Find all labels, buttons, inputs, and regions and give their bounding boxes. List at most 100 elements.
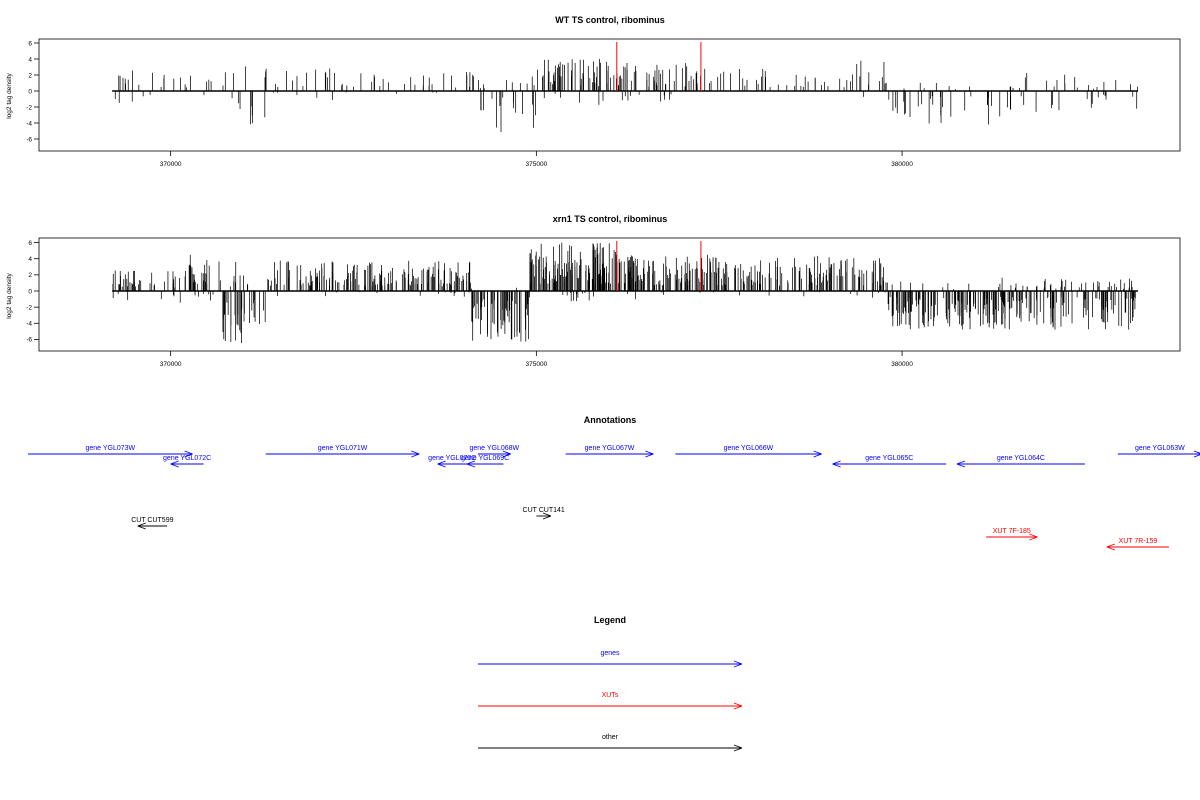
- legend-items: genes XUTs other: [478, 650, 743, 752]
- feature-gene: gene YGL069C: [461, 455, 509, 468]
- x-tick-label: 380000: [891, 161, 913, 168]
- feature-arrow-head: [733, 747, 743, 752]
- y-tick-label: 2: [28, 272, 32, 279]
- wt-density-panel: WT TS control, ribominus log2 tag densit…: [6, 15, 1181, 168]
- y-tick-label: 0: [28, 88, 32, 95]
- annotations-title: Annotations: [584, 415, 637, 425]
- feature-arrow-head: [1106, 546, 1116, 551]
- feature-label: gene YGL072C: [163, 455, 211, 462]
- feature-label: XUT 7F-185: [993, 528, 1031, 535]
- legend-label: other: [602, 734, 619, 741]
- xrn1-bars: [112, 242, 1138, 344]
- y-tick-label: 6: [28, 40, 32, 47]
- feature-arrow-head: [437, 463, 446, 468]
- feature-arrow-head: [645, 450, 654, 455]
- feature-arrow-head: [466, 463, 476, 468]
- feature-arrow-head: [832, 463, 841, 468]
- feature-gene: gene YGL067W: [565, 445, 654, 458]
- feature-label: gene YGL066W: [724, 445, 774, 452]
- feature-arrow-head: [733, 705, 743, 710]
- xrn1-y-axis: 6 4 2 0 -2 -4 -6: [26, 240, 39, 344]
- wt-red-markers: [616, 42, 702, 91]
- wt-x-axis: 370000 375000 380000: [160, 151, 913, 168]
- feature-label: gene YGL067W: [585, 445, 635, 452]
- feature-gene: gene YGL064C: [956, 455, 1085, 468]
- legend: Legend genes XUTs other: [478, 615, 743, 752]
- feature-label: gene YGL063W: [1135, 445, 1185, 452]
- feature-xut: XUT 7R-159: [1106, 538, 1170, 551]
- xrn1-panel-title: xrn1 TS control, ribominus: [553, 214, 668, 224]
- legend-item: genes: [478, 650, 743, 668]
- feature-arrow-head: [813, 453, 822, 458]
- feature-arrow-head: [411, 453, 420, 458]
- feature-other: CUT CUT141: [523, 507, 565, 520]
- feature-xut: XUT 7F-185: [986, 528, 1038, 541]
- feature-label: gene YGL071W: [318, 445, 368, 452]
- xrn1-plot-frame: [38, 237, 1181, 352]
- legend-label: genes: [600, 650, 620, 657]
- feature-arrows: gene YGL073W gene YGL072C gene YGL071W gene…: [28, 445, 1200, 551]
- x-tick-label: 370000: [160, 161, 182, 168]
- feature-label: CUT CUT599: [131, 517, 173, 524]
- feature-arrow-head: [502, 450, 511, 455]
- feature-arrow-head: [466, 460, 476, 465]
- wt-y-axis: 6 4 2 0 -2 -4 -6: [26, 40, 39, 143]
- y-tick-label: -2: [26, 104, 32, 111]
- feature-arrow-head: [411, 450, 420, 455]
- y-tick-label: 4: [28, 256, 32, 263]
- feature-arrow-head: [184, 450, 193, 455]
- feature-arrow-head: [956, 463, 966, 468]
- feature-label: gene YGL070C: [428, 455, 476, 462]
- feature-gene: gene YGL070C: [428, 455, 476, 468]
- feature-arrow-head: [170, 463, 179, 468]
- legend-label: XUTs: [602, 692, 619, 699]
- y-tick-label: -2: [26, 304, 32, 311]
- feature-label: gene YGL068W: [469, 445, 519, 452]
- feature-arrow-head: [1193, 450, 1200, 454]
- wt-bars: [112, 59, 1138, 132]
- feature-arrow-head: [733, 702, 743, 707]
- xrn1-density-panel: xrn1 TS control, ribominus log2 tag dens…: [6, 214, 1181, 368]
- x-tick-label: 375000: [526, 361, 548, 368]
- feature-arrow-head: [1029, 533, 1038, 538]
- wt-y-axis-label: log2 tag density: [6, 72, 13, 118]
- xrn1-y-axis-label: log2 tag density: [6, 272, 13, 318]
- feature-arrow-head: [956, 460, 966, 465]
- feature-arrow-head: [542, 512, 552, 517]
- feature-gene: gene YGL068W: [469, 445, 520, 458]
- feature-gene: gene YGL066W: [675, 445, 822, 458]
- x-tick-label: 375000: [526, 161, 548, 168]
- feature-arrow-head: [832, 460, 841, 465]
- feature-arrow-head: [1029, 536, 1038, 541]
- legend-title: Legend: [594, 615, 626, 625]
- feature-arrow-head: [645, 453, 654, 458]
- feature-label: gene YGL069C: [461, 455, 509, 462]
- x-tick-label: 370000: [160, 361, 182, 368]
- y-tick-label: -4: [26, 120, 32, 127]
- feature-arrow-head: [542, 515, 552, 520]
- feature-gene: gene YGL073W: [28, 445, 193, 458]
- wt-plot-frame: [38, 38, 1181, 152]
- feature-arrow-head: [170, 460, 179, 465]
- feature-gene: gene YGL065C: [832, 455, 946, 468]
- y-tick-label: 0: [28, 288, 32, 295]
- y-tick-label: -6: [26, 337, 32, 344]
- y-tick-label: -6: [26, 136, 32, 143]
- feature-arrow-head: [813, 450, 822, 455]
- feature-label: gene YGL073W: [85, 445, 135, 452]
- feature-label: gene YGL065C: [865, 455, 913, 462]
- feature-arrow-head: [1106, 543, 1116, 548]
- feature-arrow-head: [1193, 454, 1200, 458]
- y-tick-label: 6: [28, 240, 32, 247]
- y-tick-label: -4: [26, 321, 32, 328]
- feature-arrow-head: [137, 525, 146, 530]
- feature-gene: gene YGL072C: [163, 455, 211, 468]
- feature-arrow-head: [733, 663, 743, 668]
- feature-gene: gene YGL071W: [265, 445, 420, 458]
- feature-other: CUT CUT599: [131, 517, 174, 530]
- feature-label: CUT CUT141: [523, 507, 565, 514]
- feature-arrow-head: [137, 522, 146, 527]
- feature-label: XUT 7R-159: [1119, 538, 1158, 545]
